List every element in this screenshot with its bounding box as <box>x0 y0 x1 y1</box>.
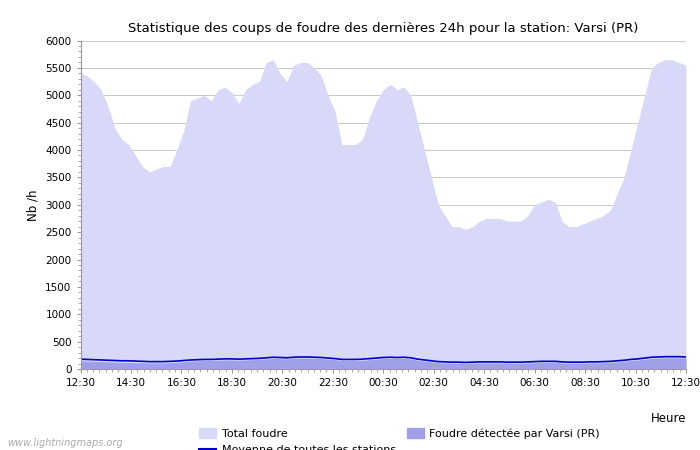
Title: Statistique des coups de foudre des dernières 24h pour la station: Varsi (PR): Statistique des coups de foudre des dern… <box>128 22 638 35</box>
Y-axis label: Nb /h: Nb /h <box>27 189 40 220</box>
Text: Heure: Heure <box>650 412 686 425</box>
Legend: Total foudre, Moyenne de toutes les stations, Foudre détectée par Varsi (PR): Total foudre, Moyenne de toutes les stat… <box>195 424 604 450</box>
Text: www.lightningmaps.org: www.lightningmaps.org <box>7 438 122 448</box>
